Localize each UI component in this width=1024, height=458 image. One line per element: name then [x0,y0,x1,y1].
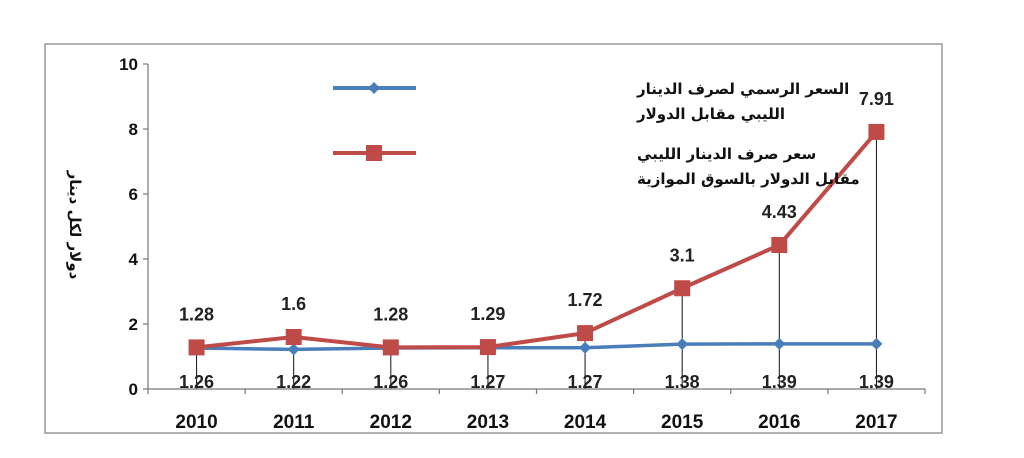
legend: السعر الرسمي لصرف الدينار الليبي مقابل ال… [333,80,860,188]
series-2-data-label: 3.1 [670,245,695,265]
x-tick-label: 2016 [758,412,800,433]
series-2-point [188,339,205,356]
series-2-data-label: 7.91 [859,89,894,109]
y-tick-label: 8 [129,120,138,139]
series-2-data-label: 1.29 [470,304,505,324]
series-2-data-label: 1.28 [179,304,214,324]
x-tick-label: 2017 [855,412,897,433]
x-tick-label: 2014 [564,412,607,433]
series-2-point [479,339,496,356]
series-line-1 [196,342,877,352]
legend-label-1: الليبي مقابل الدولار [636,105,785,123]
series-1-data-label: 1.39 [762,372,797,392]
x-tick-label: 2013 [467,412,509,433]
series-2-point [382,339,399,356]
y-tick-label: 10 [119,55,138,74]
series-2-data-label: 1.6 [281,294,306,314]
series-1-point [579,341,592,354]
y-axis-ticks: 0 2 4 6 8 10 [119,55,148,399]
series-lines [196,130,878,352]
chart-frame [44,43,943,434]
series-2-point [674,280,691,297]
legend-label-2: مقابل الدولار بالسوق الموازية [637,170,860,188]
series-2-data-label: 4.43 [762,202,797,222]
series-1-point [773,337,786,350]
y-tick-label: 2 [129,315,138,334]
series-1-data-label: 1.22 [276,372,311,392]
x-tick-label: 2011 [273,412,315,433]
legend-label-2: سعر صرف الدينار الليبي [637,145,816,163]
y-axis-label: دولار لكل دينار [66,170,84,280]
y-tick-label: 6 [129,185,138,204]
series-2-point [285,329,302,345]
series-1-data-label: 1.39 [859,372,894,392]
data-labels: 1.26 1.22 1.26 1.27 1.27 1.38 1.39 1.39 1.28 1.6 1… [179,89,894,392]
x-tick-label: 2010 [175,412,217,433]
series-1-data-label: 1.38 [665,372,700,392]
series-2-point [771,237,788,254]
series-markers [188,123,885,356]
series-2-data-label: 1.72 [568,290,603,310]
x-axis-ticks: 2010 2011 2012 2013 2014 2015 2016 2017 [147,389,926,433]
series-1-data-label: 1.27 [470,372,505,392]
y-tick-label: 4 [129,250,139,269]
series-2-point [868,123,885,140]
legend-label-1: السعر الرسمي لصرف الدينار [636,80,849,98]
series-line-2 [196,130,878,350]
series-1-data-label: 1.26 [179,372,214,392]
series-2-point [577,325,594,342]
x-tick-label: 2015 [661,412,704,433]
legend-marker-square [366,145,382,161]
series-1-point [676,338,689,351]
y-tick-label: 0 [129,380,138,399]
legend-marker-diamond [368,82,380,94]
series-1-point [870,337,883,350]
x-tick-label: 2012 [370,412,412,433]
series-1-data-label: 1.26 [373,372,408,392]
series-1-point [287,343,300,356]
series-1-data-label: 1.27 [568,372,603,392]
series-2-data-label: 1.28 [373,304,408,324]
